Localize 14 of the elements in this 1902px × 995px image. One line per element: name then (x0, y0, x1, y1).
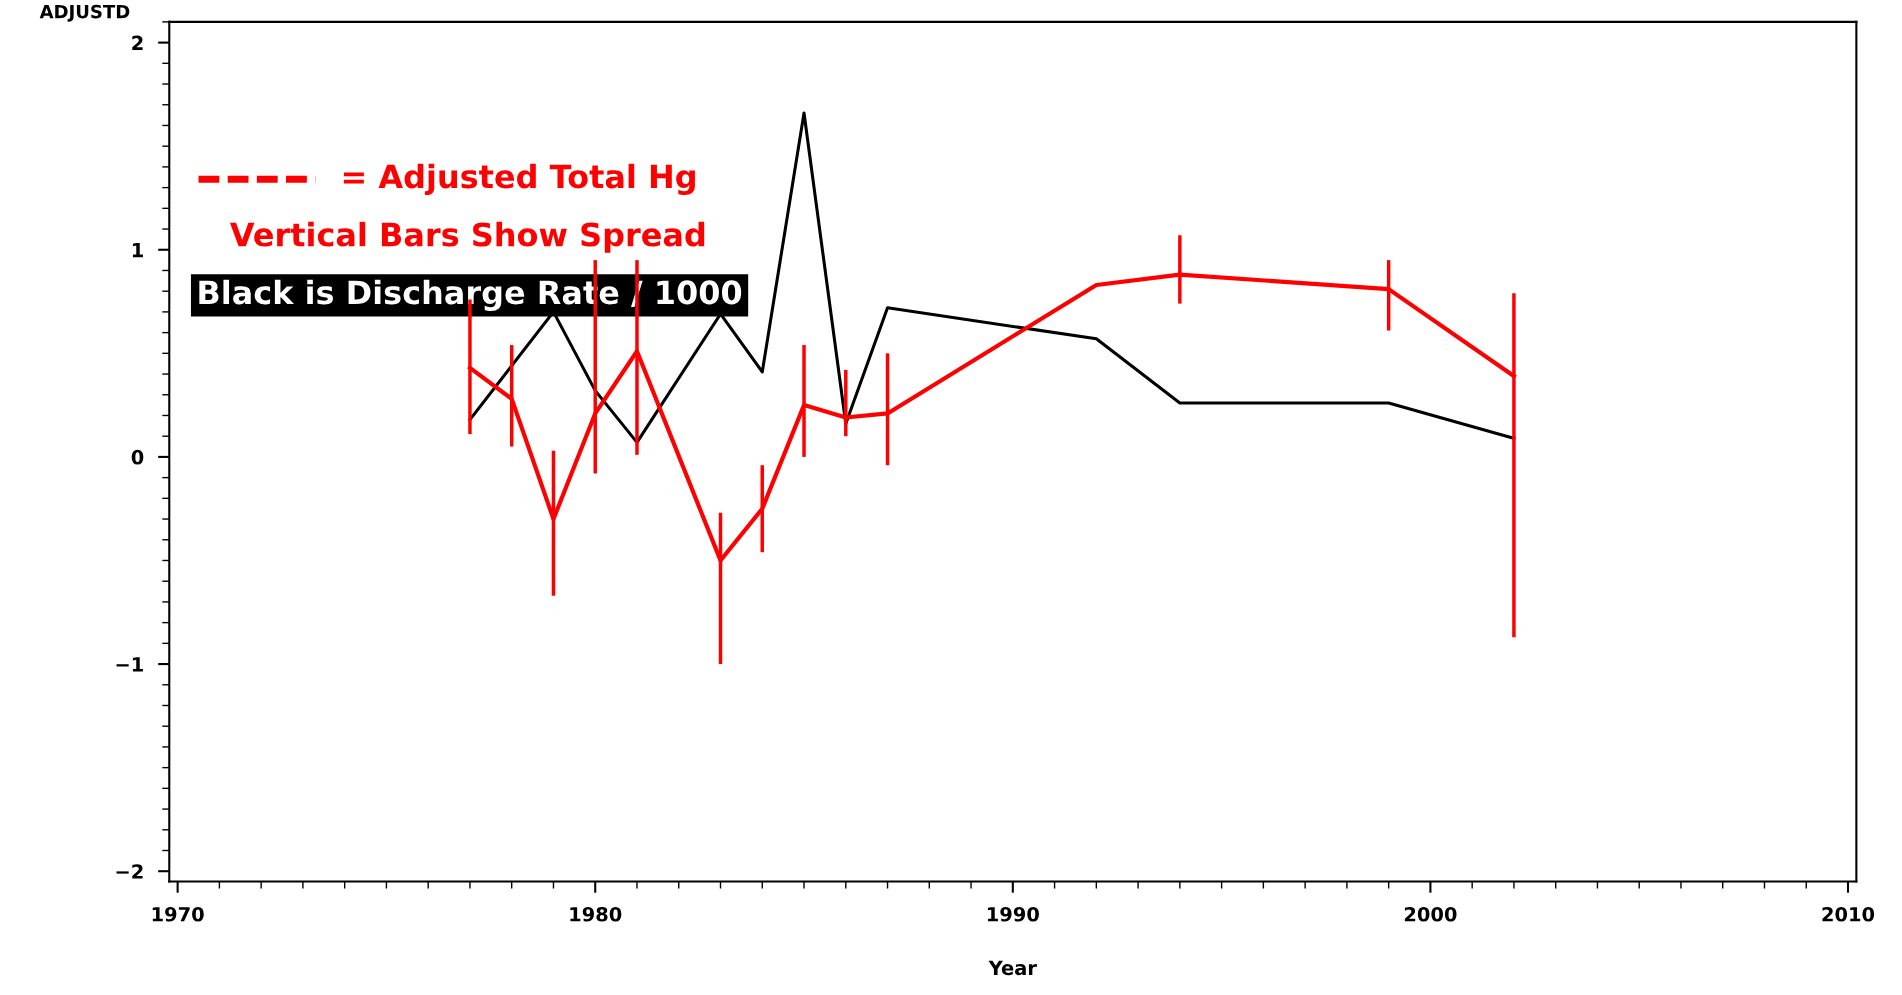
x-tick-label: 2000 (1404, 906, 1457, 922)
x-axis-title: Year (988, 960, 1037, 976)
y-tick-label: −2 (116, 864, 143, 879)
y-tick-label: 0 (131, 449, 144, 465)
y-tick-label: −1 (116, 657, 143, 672)
annotation: = Adjusted Total Hg (343, 163, 695, 195)
x-tick-label: 1980 (570, 906, 622, 922)
y-axis-title: ADJUSTD (39, 4, 130, 22)
x-tick-label: 1990 (987, 906, 1039, 922)
x-tick-label: 1970 (152, 906, 204, 922)
annotation: Vertical Bars Show Spread (229, 221, 705, 253)
y-tick-label: 1 (132, 242, 143, 258)
y-tick-label: 2 (132, 35, 143, 50)
x-tick-label: 2010 (1822, 906, 1875, 922)
